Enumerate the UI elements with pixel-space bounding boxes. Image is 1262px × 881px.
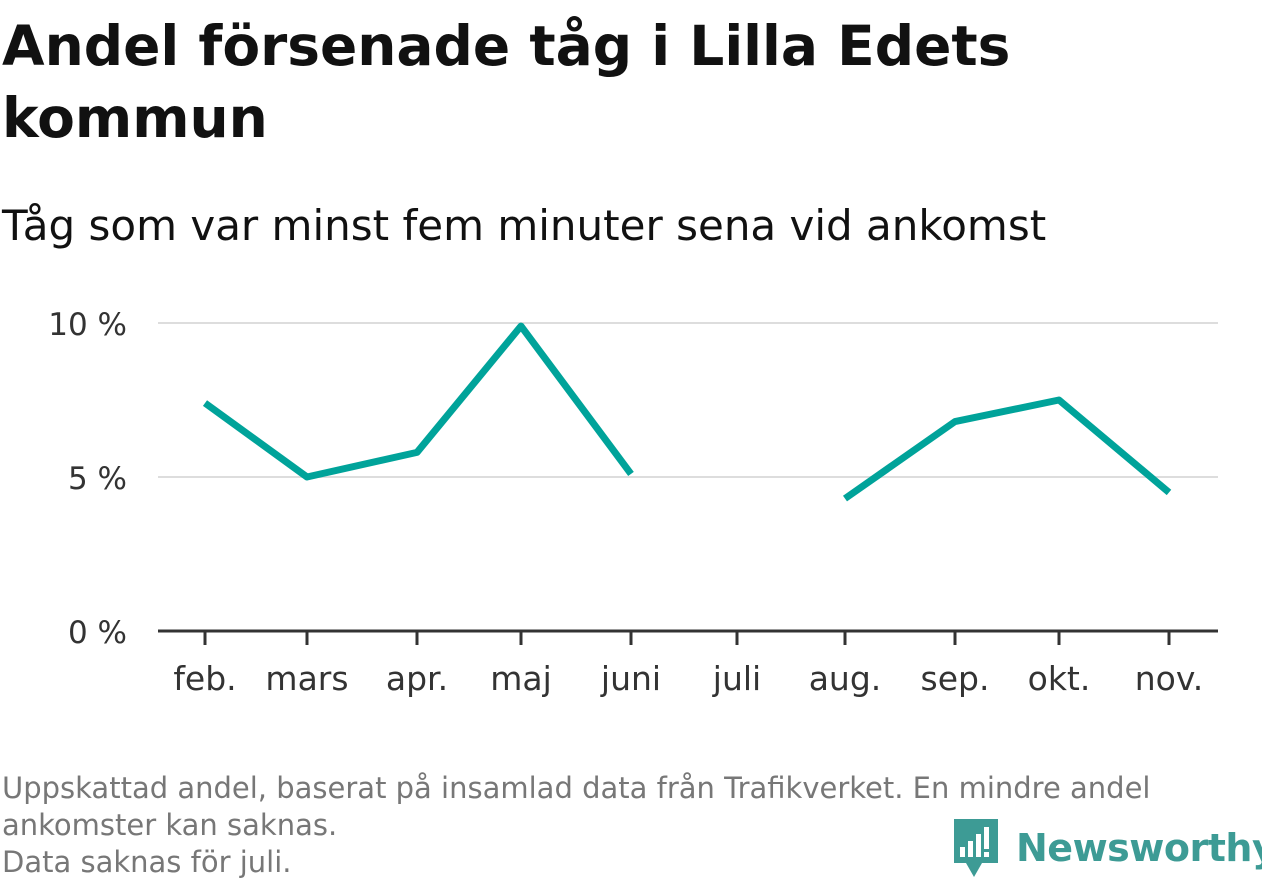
x-tick-label-0: feb.	[173, 659, 236, 698]
y-axis-tick-labels: 0 % 5 % 10 %	[48, 307, 127, 651]
newsworthy-logo-icon	[954, 818, 998, 877]
footnote-missing-data: Data saknas för juli.	[2, 845, 292, 879]
x-tick-label-2: apr.	[386, 659, 448, 698]
x-axis	[158, 629, 1218, 645]
chart-title: Andel försenade tåg i Lilla Edets kommun	[2, 14, 1011, 150]
footnote: Uppskattad andel, baserat på insamlad da…	[2, 770, 1247, 881]
y-tick-label-0: 0 %	[68, 615, 127, 651]
y-tick-label-5: 5 %	[68, 461, 127, 497]
series-0-segment-0	[202, 322, 634, 481]
x-tick-label-3: maj	[490, 659, 552, 698]
x-tick-label-7: sep.	[921, 659, 990, 698]
x-tick-label-9: nov.	[1135, 659, 1204, 698]
x-tick-label-5: juli	[712, 659, 761, 698]
gridlines	[158, 322, 1218, 478]
footnote-source: Uppskattad andel, baserat på insamlad da…	[2, 771, 1151, 842]
x-tick-label-8: okt.	[1028, 659, 1091, 698]
x-tick-label-6: aug.	[809, 659, 882, 698]
x-axis-tick-labels: feb. mars apr. maj juni juli aug. sep. okt. nov.	[173, 659, 1203, 698]
chart-subtitle: Tåg som var minst fem minuter sena vid a…	[2, 201, 1047, 250]
brand-name: Newsworthy	[1016, 825, 1262, 870]
series-0-segment-1	[842, 396, 1172, 502]
y-tick-label-10: 10 %	[48, 307, 127, 343]
x-tick-label-4: juni	[600, 659, 661, 698]
series-lines	[202, 322, 1172, 502]
brand-logo: Newsworthy	[950, 815, 1262, 880]
x-tick-label-1: mars	[265, 659, 348, 698]
